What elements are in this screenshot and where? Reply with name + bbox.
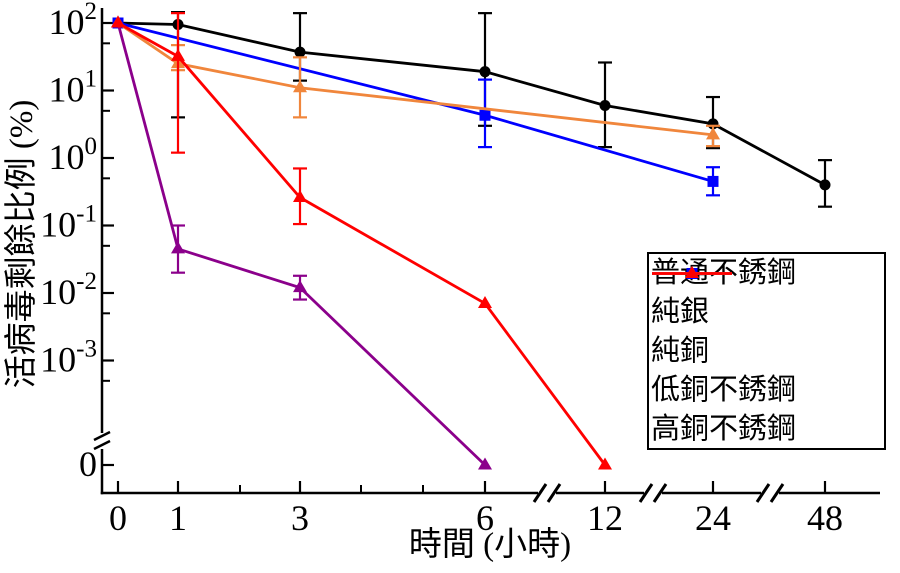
x-axis-title: 時間 (小時) [408,527,572,563]
legend-label: 高銅不銹鋼 [651,413,797,445]
triangle-marker-sample [652,266,732,278]
legend-item: 高銅不銹鋼 [649,266,884,449]
legend-label: 低銅不銹鋼 [651,374,797,406]
series-純銅 [111,15,492,470]
legend-item: 低銅不銹鋼 [649,266,884,410]
y-tick-label: 10-3 [40,336,97,380]
x-tick-label: 0 [109,498,127,538]
y-tick-label: 101 [49,66,98,110]
y-tick-label: 10-1 [40,201,97,245]
y-tick-label: 100 [49,133,98,177]
x-tick-label: 12 [587,498,623,538]
y-zero-tick-label: 0 [79,444,97,484]
x-tick-label: 6 [476,498,494,538]
series-高銅不銹鋼 [111,12,612,470]
legend-label: 純銅 [651,335,710,367]
x-tick-label: 24 [695,498,731,538]
legend: 普通不銹鋼 純銀 純銅 低銅不銹鋼 高銅不銹鋼 [647,252,886,450]
series-低銅不銹鋼 [111,15,720,148]
series-純銀 [112,17,720,197]
y-tick-label: 102 [49,0,98,42]
series-普通不銹鋼 [112,11,832,208]
x-tick-label: 1 [169,498,187,538]
x-tick-label: 48 [807,498,843,538]
y-tick-label: 10-2 [40,268,97,312]
legend-item: 純銅 [649,266,884,371]
y-axis-title: 活病毒剩餘比例 (%) [4,99,40,389]
legend-item: 純銀 [649,268,884,332]
legend-label: 純銀 [651,296,710,328]
x-tick-label: 3 [291,498,309,538]
